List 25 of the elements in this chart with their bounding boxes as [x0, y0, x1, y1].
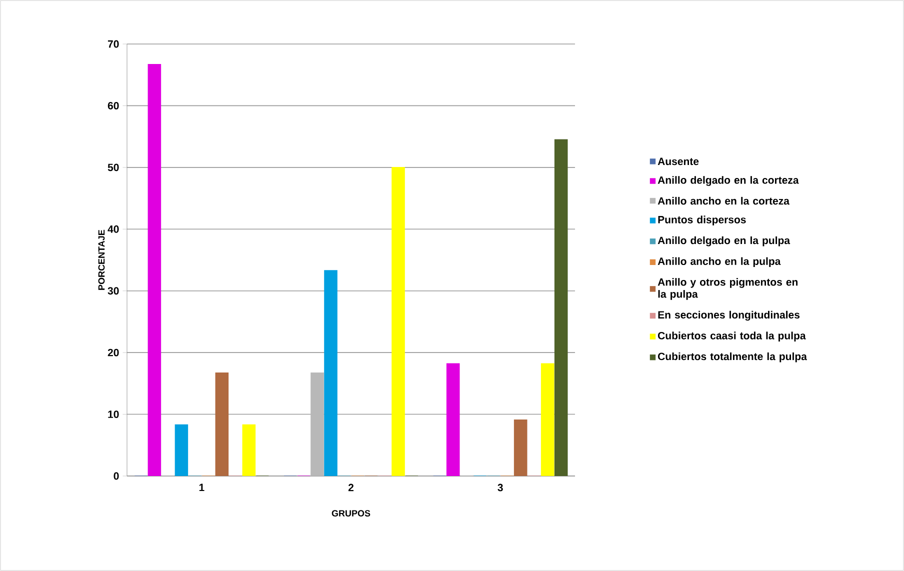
legend-label: Anillo ancho en la corteza	[658, 196, 790, 205]
legend-label: Ausente	[658, 158, 699, 166]
y-tick-label: 60	[108, 102, 119, 110]
legend-label: Anillo delgado en la corteza	[658, 176, 799, 186]
x-tick-label: 3	[498, 484, 503, 492]
legend-label: Cubiertos caasi toda la pulpa	[658, 332, 806, 342]
legend-label: Anillo y otros pigmentos en la pulpa	[658, 278, 798, 300]
legend-label: Cubiertos totalmente la pulpa	[658, 352, 807, 362]
x-axis-title: GRUPOS	[332, 510, 370, 516]
x-tick-label: 2	[348, 484, 354, 492]
legend-label: Anillo ancho en la pulpa	[658, 257, 781, 268]
legend-label: En secciones longitudinales	[658, 310, 800, 321]
y-tick-label: 50	[108, 164, 119, 172]
legend-label: Puntos dispersos	[658, 216, 746, 226]
y-tick-label: 0	[114, 472, 119, 480]
y-tick-label: 70	[108, 40, 119, 48]
y-tick-label: 10	[108, 410, 119, 418]
y-axis-title: PORCENTAJE	[98, 230, 105, 290]
y-tick-label: 20	[108, 348, 119, 356]
bar	[324, 270, 338, 476]
bar	[174, 424, 188, 476]
x-tick-label: 1	[199, 484, 204, 492]
y-tick-label: 40	[108, 225, 119, 233]
y-tick-label: 30	[108, 287, 119, 295]
legend-label: Anillo delgado en la pulpa	[658, 236, 790, 246]
